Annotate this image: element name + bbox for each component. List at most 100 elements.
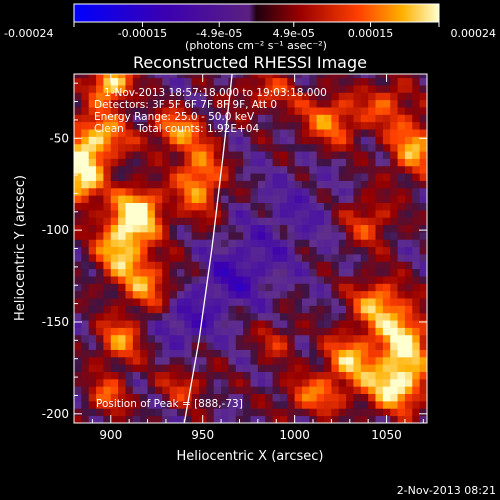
heatmap-cell xyxy=(353,231,362,240)
heatmap-cell xyxy=(162,180,170,189)
heatmap-cell xyxy=(184,378,193,387)
heatmap-cell xyxy=(140,305,148,314)
heatmap-cell xyxy=(412,180,421,189)
heatmap-cell xyxy=(140,209,148,218)
heatmap-cell xyxy=(419,143,427,152)
heatmap-cell xyxy=(265,224,273,233)
heatmap-cell xyxy=(118,107,126,115)
heatmap-cell xyxy=(235,92,244,101)
heatmap-cell xyxy=(287,356,296,365)
heatmap-cell xyxy=(228,92,237,101)
heatmap-cell xyxy=(199,85,207,93)
heatmap-cell xyxy=(324,378,332,387)
heatmap-cell xyxy=(316,415,325,423)
heatmap-cell xyxy=(228,231,237,240)
heatmap-cell xyxy=(81,261,90,270)
heatmap-cell xyxy=(316,342,325,350)
heatmap-cell xyxy=(206,158,215,167)
heatmap-cell xyxy=(243,393,251,402)
heatmap-cell xyxy=(103,107,112,115)
heatmap-cell xyxy=(404,393,413,402)
heatmap-cell xyxy=(74,261,82,270)
heatmap-cell xyxy=(213,136,222,145)
plot-area: 900 950 1000 1050-50-100-150-200 1-Nov-2013… xyxy=(42,73,428,442)
heatmap-cell xyxy=(412,378,421,387)
heatmap-cell xyxy=(118,393,126,402)
heatmap-cell xyxy=(390,356,398,365)
heatmap-cell xyxy=(419,158,427,167)
heatmap-cell xyxy=(169,173,178,181)
heatmap-cell xyxy=(213,202,222,211)
heatmap-cell xyxy=(368,92,376,101)
heatmap-cell xyxy=(375,231,384,240)
heatmap-cell xyxy=(235,99,244,108)
heatmap-cell xyxy=(412,85,421,93)
heatmap-cell xyxy=(221,173,229,181)
heatmap-cell xyxy=(147,121,156,130)
heatmap-cell xyxy=(375,268,384,277)
heatmap-cell xyxy=(331,74,340,79)
heatmap-cell xyxy=(301,121,310,130)
heatmap-cell xyxy=(360,342,369,350)
heatmap-cell xyxy=(316,268,325,277)
heatmap-cell xyxy=(368,74,376,79)
heatmap-cell xyxy=(162,217,170,226)
heatmap-cell xyxy=(206,74,215,79)
heatmap-cell xyxy=(375,356,384,365)
heatmap-cell xyxy=(147,371,156,380)
heatmap-cell xyxy=(221,246,229,255)
heatmap-cell xyxy=(353,254,362,262)
heatmap-cell xyxy=(213,415,222,423)
heatmap-cell xyxy=(147,400,156,409)
heatmap-cell xyxy=(221,77,229,86)
heatmap-cell xyxy=(301,77,310,86)
heatmap-cell xyxy=(221,195,229,203)
heatmap-cell xyxy=(309,136,318,145)
heatmap-cell xyxy=(243,151,251,159)
heatmap-cell xyxy=(404,74,413,79)
heatmap-cell xyxy=(228,202,237,211)
heatmap-cell xyxy=(184,261,193,270)
heatmap-cell xyxy=(250,239,259,248)
heatmap-cell xyxy=(103,254,112,262)
heatmap-cell xyxy=(404,334,413,343)
heatmap-cell xyxy=(213,393,222,402)
heatmap-cell xyxy=(346,107,354,115)
heatmap-cell xyxy=(140,408,148,417)
heatmap-cell xyxy=(118,254,126,262)
heatmap-cell xyxy=(250,386,259,395)
heatmap-cell xyxy=(382,386,391,395)
heatmap-cell xyxy=(250,261,259,270)
heatmap-cell xyxy=(353,173,362,181)
heatmap-cell xyxy=(154,74,163,79)
heatmap-cell xyxy=(353,283,362,292)
heatmap-cell xyxy=(74,378,82,387)
heatmap-cell xyxy=(184,254,193,262)
heatmap-cell xyxy=(368,408,376,417)
heatmap-cell xyxy=(390,99,398,108)
heatmap-cell xyxy=(74,173,82,181)
heatmap-cell xyxy=(176,342,185,350)
heatmap-cell xyxy=(250,334,259,343)
heatmap-cell xyxy=(287,239,296,248)
heatmap-cell xyxy=(184,342,193,350)
heatmap-cell xyxy=(382,209,391,218)
heatmap-cell xyxy=(331,400,340,409)
heatmap-cell xyxy=(191,393,200,402)
heatmap-cell xyxy=(199,378,207,387)
heatmap-cell xyxy=(103,342,112,350)
heatmap-cell xyxy=(96,364,104,372)
heatmap-cell xyxy=(81,349,90,358)
heatmap-cell xyxy=(316,305,325,314)
heatmap-cell xyxy=(74,290,82,299)
heatmap-cell xyxy=(272,92,281,101)
heatmap-cell xyxy=(110,298,119,306)
heatmap-cell xyxy=(390,305,398,314)
heatmap-cell xyxy=(309,342,318,350)
heatmap-cell xyxy=(184,312,193,321)
heatmap-cell xyxy=(81,400,90,409)
heatmap-cell xyxy=(316,386,325,395)
heatmap-cell xyxy=(169,180,178,189)
heatmap-cell xyxy=(360,356,369,365)
heatmap-cell xyxy=(81,136,90,145)
